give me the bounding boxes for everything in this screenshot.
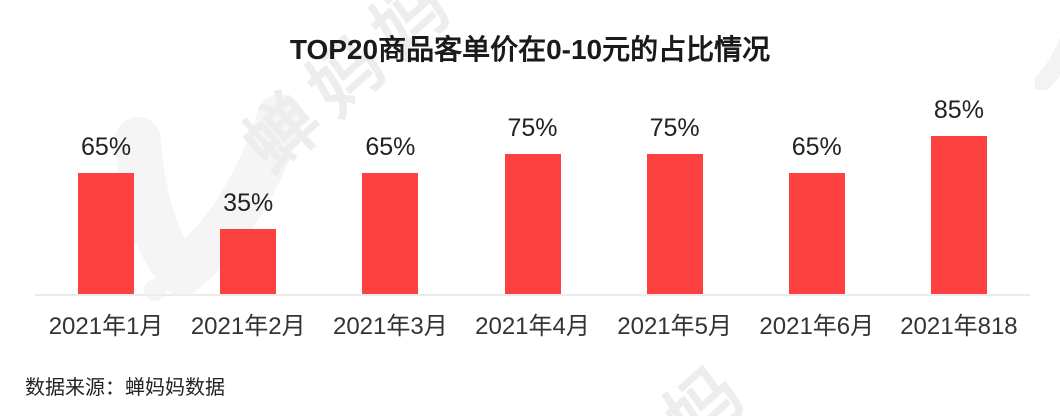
x-axis-tick-label: 2021年1月 — [48, 313, 164, 340]
bar-value-label: 75% — [649, 114, 700, 142]
x-axis-tick-label: 2021年2月 — [190, 313, 306, 340]
bar-value-label: 75% — [507, 114, 558, 142]
x-axis-tick-label: 2021年818 — [900, 313, 1018, 340]
bar-2021年1月 — [78, 173, 135, 294]
bar-value-label: 35% — [223, 189, 274, 217]
x-axis-tick-label: 2021年5月 — [617, 313, 733, 340]
x-axis-tick-label: 2021年3月 — [332, 313, 448, 340]
bar-value-label: 65% — [81, 133, 132, 161]
bar-2021年5月 — [646, 154, 703, 294]
bar-2021年4月 — [504, 154, 561, 294]
x-axis-tick-label: 2021年4月 — [475, 313, 590, 340]
bar-2021年818 — [930, 136, 987, 294]
bar-value-label: 65% — [791, 133, 842, 161]
bar-value-label: 65% — [365, 133, 416, 161]
bar-2021年2月 — [220, 229, 277, 294]
data-source-note: 数据来源：蝉妈妈数据 — [25, 377, 225, 399]
chart-title: TOP20商品客单价在0-10元的占比情况 — [289, 34, 771, 65]
bar-2021年3月 — [362, 173, 419, 294]
x-axis-tick-label: 2021年6月 — [759, 313, 875, 340]
bar-value-label: 85% — [933, 96, 984, 124]
x-axis-line — [35, 294, 1030, 296]
bar-2021年6月 — [788, 173, 845, 294]
